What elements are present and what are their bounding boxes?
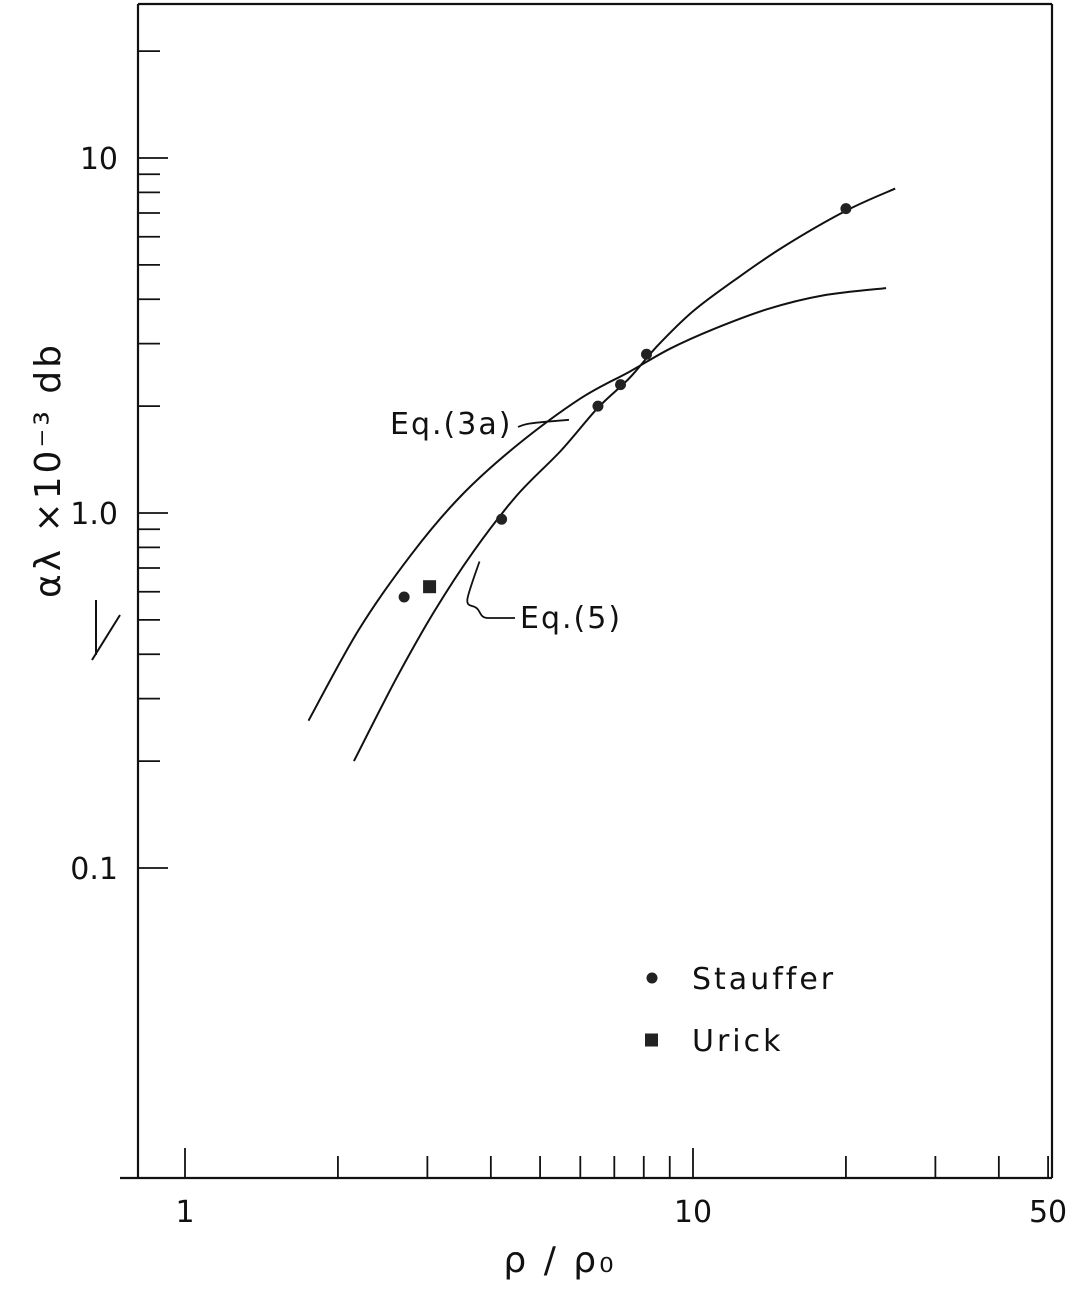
annotation-leader [466,561,515,619]
legend-label-urick: Urick [692,1024,784,1059]
annotation-label: Eq.(5) [520,601,622,636]
model-curve-3 [353,187,896,762]
y-axis-arrow [91,600,121,661]
x-axis-ticks [184,1148,1049,1178]
legend-label-stauffer: Stauffer [692,962,836,997]
annotation-leader [517,418,570,428]
stauffer-point [592,400,604,412]
model-curve-2 [307,287,887,722]
legend: Stauffer Urick [645,962,836,1059]
stauffer-point [496,513,508,525]
y-axis-tick-labels: 0.1 1.0 10 [70,142,118,887]
y-tick-label: 10 [80,142,118,177]
y-axis-ticks [138,50,168,869]
x-axis-tick-labels: 1 10 50 [175,1195,1067,1230]
annotation-label: Eq.(3a) [390,407,512,442]
stauffer-point [840,203,852,215]
legend-marker-urick [645,1033,658,1047]
curve-annotations: Eq.(3a) Eq.(5) [390,407,622,636]
x-tick-label: 50 [1029,1195,1067,1230]
y-tick-label: 1.0 [70,497,118,532]
y-axis-title: αλ ×10⁻³ db [28,342,69,598]
urick-point [423,580,437,594]
stauffer-point [615,379,627,391]
x-tick-label: 1 [175,1195,194,1230]
x-axis-title: ρ / ρ₀ [503,1240,616,1281]
model-curves [307,187,896,762]
y-tick-label: 0.1 [70,852,118,887]
legend-marker-stauffer [646,972,658,984]
plot-frame [138,2,1054,1178]
x-tick-label: 10 [674,1195,712,1230]
stauffer-point [398,591,410,603]
data-points [398,203,852,603]
stauffer-point [641,348,653,360]
